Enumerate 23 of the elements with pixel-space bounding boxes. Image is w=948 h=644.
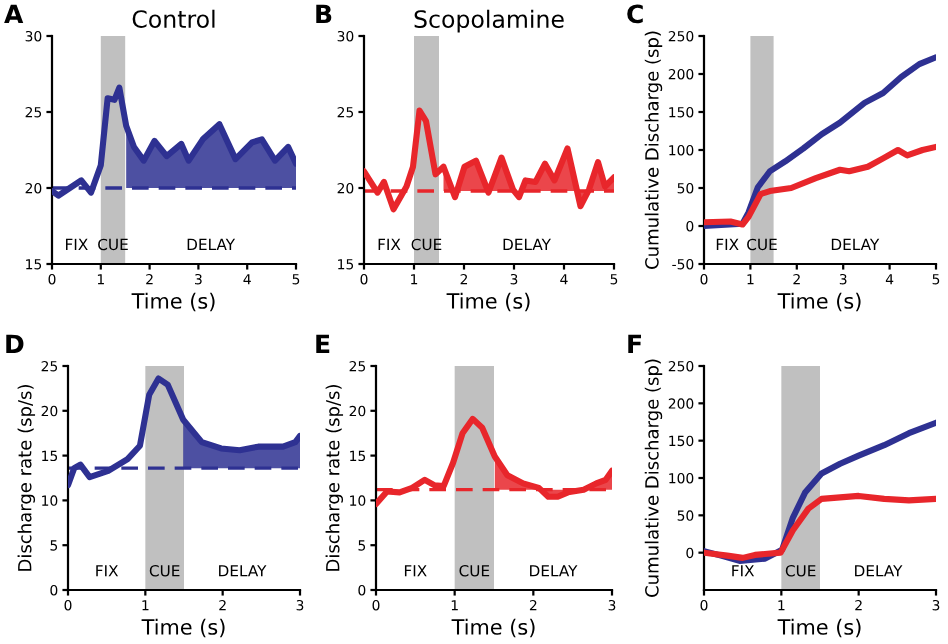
y-axis-title: Discharge rate (sp/s) <box>325 385 344 571</box>
y-axis-title: Discharge rate (sp/s) <box>17 385 36 571</box>
text: E <box>316 334 330 353</box>
line-series <box>704 143 936 228</box>
x-axis-title: Time (s) <box>777 292 861 312</box>
line-series <box>376 415 612 508</box>
text: A <box>4 4 24 23</box>
x-axis-title: Time (s) <box>777 618 861 638</box>
line-series <box>68 375 300 489</box>
line-series <box>364 107 614 213</box>
x-axis-title: Time (s) <box>451 618 535 638</box>
text: C <box>627 4 643 24</box>
x-axis-title: Time (s) <box>141 618 225 638</box>
text: D <box>6 334 24 353</box>
chart-title: Scopolamine <box>414 9 564 33</box>
chart-title: Control <box>132 9 215 28</box>
y-axis-title: Cumulative Discharge (sp) <box>644 31 663 269</box>
text: B <box>316 4 332 23</box>
line-series <box>704 492 936 561</box>
x-axis-title: Time (s) <box>131 292 215 312</box>
text: F <box>628 334 641 353</box>
x-axis-title: Time (s) <box>446 292 530 312</box>
y-axis-title: Cumulative Discharge (sp) <box>644 359 663 597</box>
